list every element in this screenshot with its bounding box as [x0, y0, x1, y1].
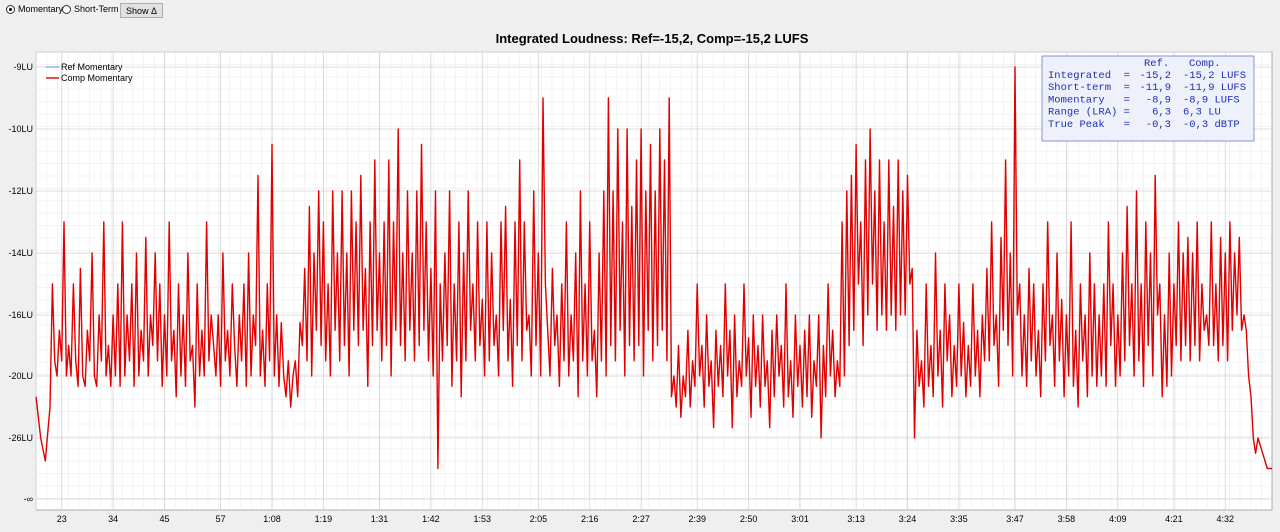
comp-momentary-line [35, 66, 1272, 470]
x-tick-label: 3:47 [1006, 514, 1024, 524]
stats-row-comp: -0,3 dBTP [1183, 119, 1240, 131]
x-tick-label: 2:39 [688, 514, 706, 524]
x-tick-label: 34 [108, 514, 118, 524]
x-tick-label: 3:24 [899, 514, 917, 524]
stats-row-label: Momentary = [1048, 94, 1130, 106]
stats-header-ref: Ref. [1144, 58, 1169, 70]
y-tick-label: -9LU [13, 62, 33, 72]
stats-row-comp: -8,9 LUFS [1183, 94, 1240, 106]
stats-row-comp: -11,9 LUFS [1183, 82, 1246, 94]
y-axis: -9LU -10LU -12LU -14LU -16LU -20LU -26LU -∞ [8, 62, 33, 504]
short-term-radio[interactable]: Short-Term [62, 4, 119, 14]
chart-title: Integrated Loudness: Ref=-15,2, Comp=-15… [496, 31, 809, 46]
x-tick-label: 2:27 [632, 514, 650, 524]
stats-row-ref: -11,9 [1139, 82, 1171, 94]
x-tick-label: 45 [159, 514, 169, 524]
x-tick-label: 23 [57, 514, 67, 524]
stats-row-label: Short-term = [1048, 82, 1130, 94]
x-tick-label: 4:21 [1165, 514, 1183, 524]
y-tick-label: -12LU [8, 186, 33, 196]
x-tick-label: 2:05 [530, 514, 548, 524]
legend-ref-label: Ref Momentary [61, 62, 123, 72]
x-tick-label: 4:09 [1109, 514, 1127, 524]
y-tick-label: -∞ [24, 494, 33, 504]
y-tick-label: -16LU [8, 310, 33, 320]
radio-unselected-icon [62, 4, 71, 14]
legend: Ref Momentary Comp Momentary [46, 62, 133, 83]
x-axis: 23 34 45 57 1:08 1:19 1:31 1:42 1:53 2:05 2:16 2:27… [57, 514, 1234, 524]
x-tick-label: 1:31 [371, 514, 389, 524]
x-tick-label: 1:08 [263, 514, 281, 524]
stats-box-frame [1041, 55, 1255, 142]
show-delta-button[interactable]: Show Δ [120, 3, 164, 18]
y-tick-label: -26LU [8, 433, 33, 443]
stats-row-ref: -15,2 [1139, 70, 1171, 82]
x-tick-label: 57 [216, 514, 226, 524]
chart-panel: -9LU -10LU -12LU -14LU -16LU -20LU -26LU -∞ 23 3… [0, 22, 1280, 532]
stats-row-label: True Peak = [1048, 119, 1130, 131]
stats-row-label: Integrated = [1048, 70, 1130, 82]
stats-row-label: Range (LRA) = [1048, 107, 1130, 119]
stats-row-ref: -0,3 [1146, 119, 1171, 131]
x-tick-label: 1:53 [474, 514, 492, 524]
x-tick-label: 1:42 [422, 514, 440, 524]
stats-row-comp: -15,2 LUFS [1183, 70, 1246, 82]
x-tick-label: 3:01 [791, 514, 809, 524]
stats-row-ref: -8,9 [1146, 94, 1171, 106]
toolbar: Momentary Short-Term Show Δ [0, 0, 1280, 22]
x-tick-label: 2:50 [740, 514, 758, 524]
loudness-chart: -9LU -10LU -12LU -14LU -16LU -20LU -26LU -∞ 23 3… [8, 31, 1273, 524]
y-tick-label: -20LU [8, 371, 33, 381]
stats-header-comp: Comp. [1189, 58, 1221, 70]
momentary-label: Momentary [18, 4, 64, 14]
x-tick-label: 4:32 [1217, 514, 1235, 524]
legend-comp-label: Comp Momentary [61, 73, 133, 83]
x-tick-label: 3:58 [1058, 514, 1076, 524]
momentary-radio[interactable]: Momentary [6, 4, 63, 14]
stats-row-ref: 6,3 [1152, 107, 1171, 119]
x-tick-label: 2:16 [581, 514, 599, 524]
x-tick-label: 1:19 [315, 514, 333, 524]
x-tick-label: 3:13 [847, 514, 865, 524]
stats-row-comp: 6,3 LU [1183, 107, 1221, 119]
stats-box: Ref. Comp. Integrated = -15,2 -15,2 LUFS Sh… [1041, 55, 1255, 142]
y-tick-label: -14LU [8, 248, 33, 258]
y-tick-label: -10LU [8, 124, 33, 134]
radio-selected-icon [6, 4, 15, 14]
short-term-label: Short-Term [74, 4, 119, 14]
x-tick-label: 3:35 [950, 514, 968, 524]
